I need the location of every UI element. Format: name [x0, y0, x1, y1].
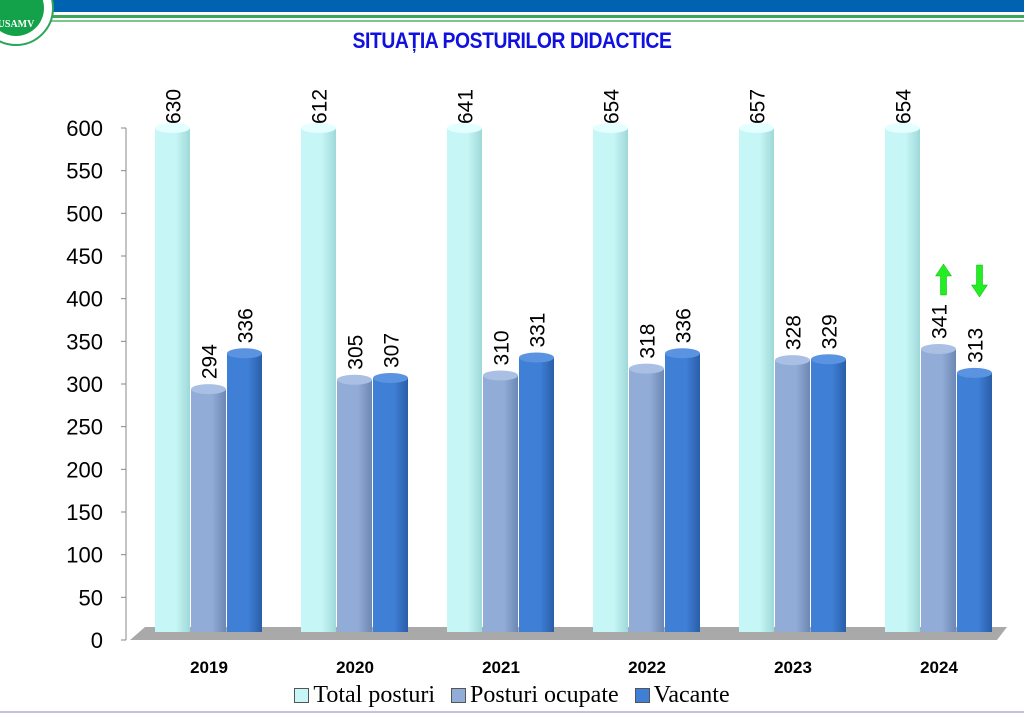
legend-swatch — [451, 688, 467, 703]
bar-cap — [811, 354, 846, 365]
legend-swatch — [294, 688, 310, 703]
x-tick-label: 2024 — [920, 658, 958, 677]
y-tick-label: 150 — [66, 500, 103, 525]
data-label: 657 — [747, 89, 770, 124]
data-label: 305 — [345, 335, 368, 370]
bar-cap — [483, 370, 518, 381]
bar-total-posturi — [301, 128, 336, 632]
y-tick-label: 400 — [66, 287, 103, 312]
bar-vacante — [957, 372, 992, 632]
y-tick-label: 350 — [66, 329, 103, 354]
header-divider-thin — [40, 20, 1024, 22]
legend-label: Total posturi — [313, 682, 436, 708]
y-tick-label: 250 — [66, 415, 103, 440]
bar-vacante — [811, 359, 846, 632]
y-tick-label: 300 — [66, 372, 103, 397]
y-tick-label: 500 — [66, 201, 103, 226]
y-tick-label: 50 — [79, 585, 103, 610]
legend-item: Total posturi — [294, 682, 435, 709]
arrow-up-icon — [935, 263, 952, 296]
bar-cap — [775, 355, 810, 366]
x-tick-label: 2019 — [190, 658, 228, 677]
bar-cap — [957, 367, 992, 378]
bar-cap — [155, 123, 190, 133]
bar-posturi-ocupate — [191, 389, 226, 632]
legend-label: Posturi ocupate — [470, 682, 619, 708]
bar-cap — [373, 373, 408, 384]
data-label: 612 — [309, 89, 332, 124]
bar-cap — [665, 348, 700, 359]
data-label: 307 — [381, 333, 404, 368]
bar-vacante — [373, 378, 408, 632]
x-tick-label: 2020 — [336, 658, 374, 677]
bar-cap — [921, 344, 956, 355]
y-tick-label: 200 — [66, 457, 103, 482]
data-label: 310 — [491, 330, 514, 365]
bar-cap — [301, 123, 336, 133]
header-divider — [40, 15, 1024, 18]
bar-cap — [739, 123, 774, 133]
bar-total-posturi — [885, 128, 920, 632]
header-bar — [0, 0, 1024, 12]
bar-cap — [227, 348, 262, 359]
x-tick-label: 2021 — [482, 658, 520, 677]
y-tick-label: 0 — [91, 628, 103, 653]
x-tick-label: 2023 — [774, 658, 812, 677]
bar-cap — [629, 363, 664, 374]
data-label: 294 — [199, 344, 222, 379]
data-label: 630 — [163, 89, 186, 124]
data-label: 654 — [893, 89, 916, 124]
y-tick-label: 550 — [66, 159, 103, 184]
legend-item: Posturi ocupate — [451, 682, 619, 709]
bar-total-posturi — [739, 128, 774, 632]
bar-cap — [447, 123, 482, 133]
data-label: 331 — [527, 312, 550, 347]
x-tick-label: 2022 — [628, 658, 666, 677]
bar-posturi-ocupate — [629, 368, 664, 632]
legend: Total posturi Posturi ocupate Vacante — [0, 682, 1024, 710]
bar-cap — [191, 384, 226, 395]
y-tick-label: 450 — [66, 244, 103, 269]
data-label: 329 — [819, 314, 842, 349]
bar-posturi-ocupate — [337, 379, 372, 632]
bar-vacante — [519, 357, 554, 632]
data-label: 341 — [929, 304, 952, 339]
y-tick-label: 100 — [66, 543, 103, 568]
data-label: 313 — [965, 328, 988, 363]
data-label: 336 — [235, 308, 258, 343]
y-tick-label: 600 — [66, 116, 103, 141]
bar-vacante — [665, 353, 700, 632]
bar-total-posturi — [155, 128, 190, 632]
data-label: 654 — [601, 89, 624, 124]
bar-posturi-ocupate — [775, 360, 810, 632]
bar-cap — [519, 352, 554, 363]
data-label: 328 — [783, 315, 806, 350]
legend-label: Vacante — [653, 682, 730, 708]
bar-total-posturi — [593, 128, 628, 632]
data-label: 336 — [673, 308, 696, 343]
footer-line — [0, 711, 1024, 713]
legend-item: Vacante — [634, 682, 730, 709]
data-label: 641 — [455, 89, 478, 124]
bar-cap — [593, 123, 628, 133]
bar-posturi-ocupate — [483, 375, 518, 632]
chart-title: SITUAȚIA POSTURILOR DIDACTICE — [352, 28, 672, 53]
bar-total-posturi — [447, 128, 482, 632]
bar-cap — [885, 123, 920, 133]
bar-vacante — [227, 353, 262, 632]
bar-cap — [337, 374, 372, 385]
bar-posturi-ocupate — [921, 349, 956, 632]
data-label: 318 — [637, 324, 660, 359]
legend-swatch — [634, 688, 650, 703]
arrow-down-icon — [971, 264, 988, 298]
